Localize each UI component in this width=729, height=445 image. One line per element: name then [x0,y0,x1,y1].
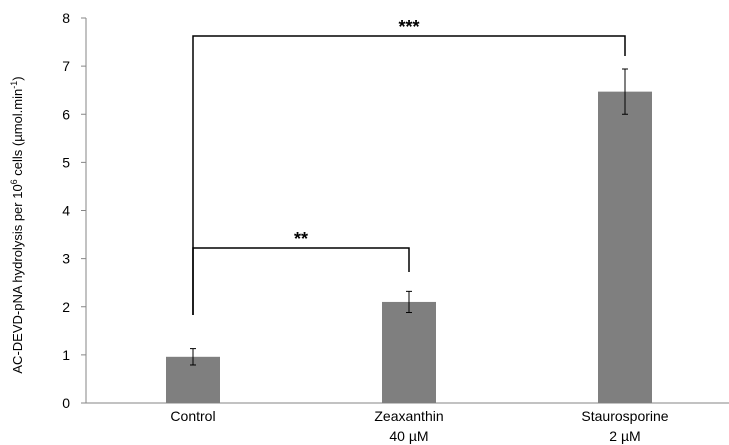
category-labels: Control Zeaxanthin 40 µM Staurosporine 2 µM [170,408,668,444]
significance-bracket [192,35,626,315]
bar [598,91,652,403]
y-axis-title-text: AC-DEVD-pNA hydrolysis per 106 cells (µm… [9,76,25,373]
y-tick-label: 2 [62,299,70,315]
y-tick-label: 6 [62,106,70,122]
error-bars [190,68,628,366]
bar [382,301,436,403]
y-tick-label: 5 [62,154,70,170]
x-category-label: Zeaxanthin 40 µM [374,408,443,444]
significance-brackets: ***** [192,17,626,315]
y-tick-label: 8 [62,10,70,26]
y-tick-label: 3 [62,251,70,267]
y-tick-label: 0 [62,395,70,411]
y-axis-title: AC-DEVD-pNA hydrolysis per 106 cells (µm… [9,76,25,373]
bars [166,91,652,403]
x-category-label: Staurosporine 2 µM [581,408,668,444]
significance-label: ** [294,229,308,249]
y-tick-label: 1 [62,347,70,363]
y-tick-label: 4 [62,203,70,219]
y-tick-label: 7 [62,58,70,74]
significance-label: *** [398,17,419,37]
x-category-label: Control [170,408,215,424]
significance-bracket [192,247,410,315]
